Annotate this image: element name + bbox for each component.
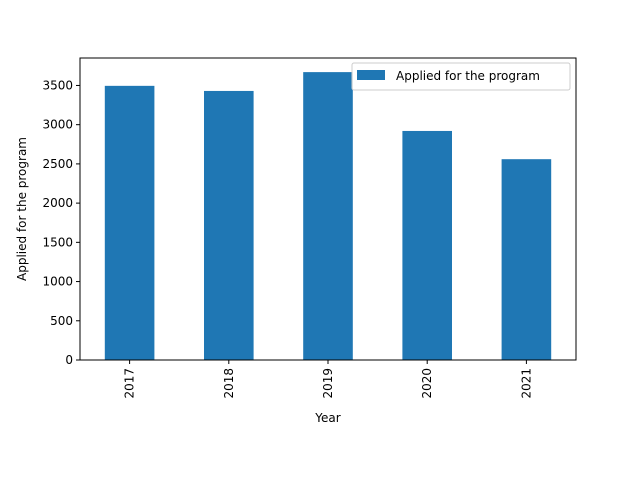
y-tick-label: 3500: [42, 78, 73, 92]
legend-box: [351, 62, 571, 91]
y-tick-label: 3000: [42, 118, 73, 132]
y-tick-label: 0: [65, 353, 73, 367]
x-tick-label: 2018: [222, 368, 236, 399]
y-tick-label: 500: [50, 314, 73, 328]
bar-2020: [402, 130, 452, 360]
bar-2018: [204, 90, 254, 360]
x-tick-label: 2021: [519, 368, 533, 399]
x-tick-label: 2017: [123, 368, 137, 399]
bar-2017: [104, 85, 155, 361]
x-axis-label: Year: [314, 411, 340, 425]
y-tick-label: 1000: [42, 275, 73, 289]
y-tick-label: 1500: [42, 235, 73, 249]
plot-frame: [79, 57, 577, 361]
y-tick-label: 2500: [42, 157, 73, 171]
x-tick-label: 2020: [420, 368, 434, 399]
y-tick-label: 2000: [42, 196, 73, 210]
x-tick-label: 2019: [321, 368, 335, 399]
bar-2019: [303, 72, 353, 361]
plot-area: 2017 2018 2019 2020 2021 0 500 1000 1500 2000 2500…: [42, 57, 577, 399]
legend-label: Applied for the program: [396, 69, 540, 83]
legend: Applied for the program: [351, 62, 571, 91]
legend-swatch: [357, 70, 385, 80]
y-axis-label: Applied for the program: [15, 137, 29, 281]
bar-2021: [501, 159, 552, 360]
